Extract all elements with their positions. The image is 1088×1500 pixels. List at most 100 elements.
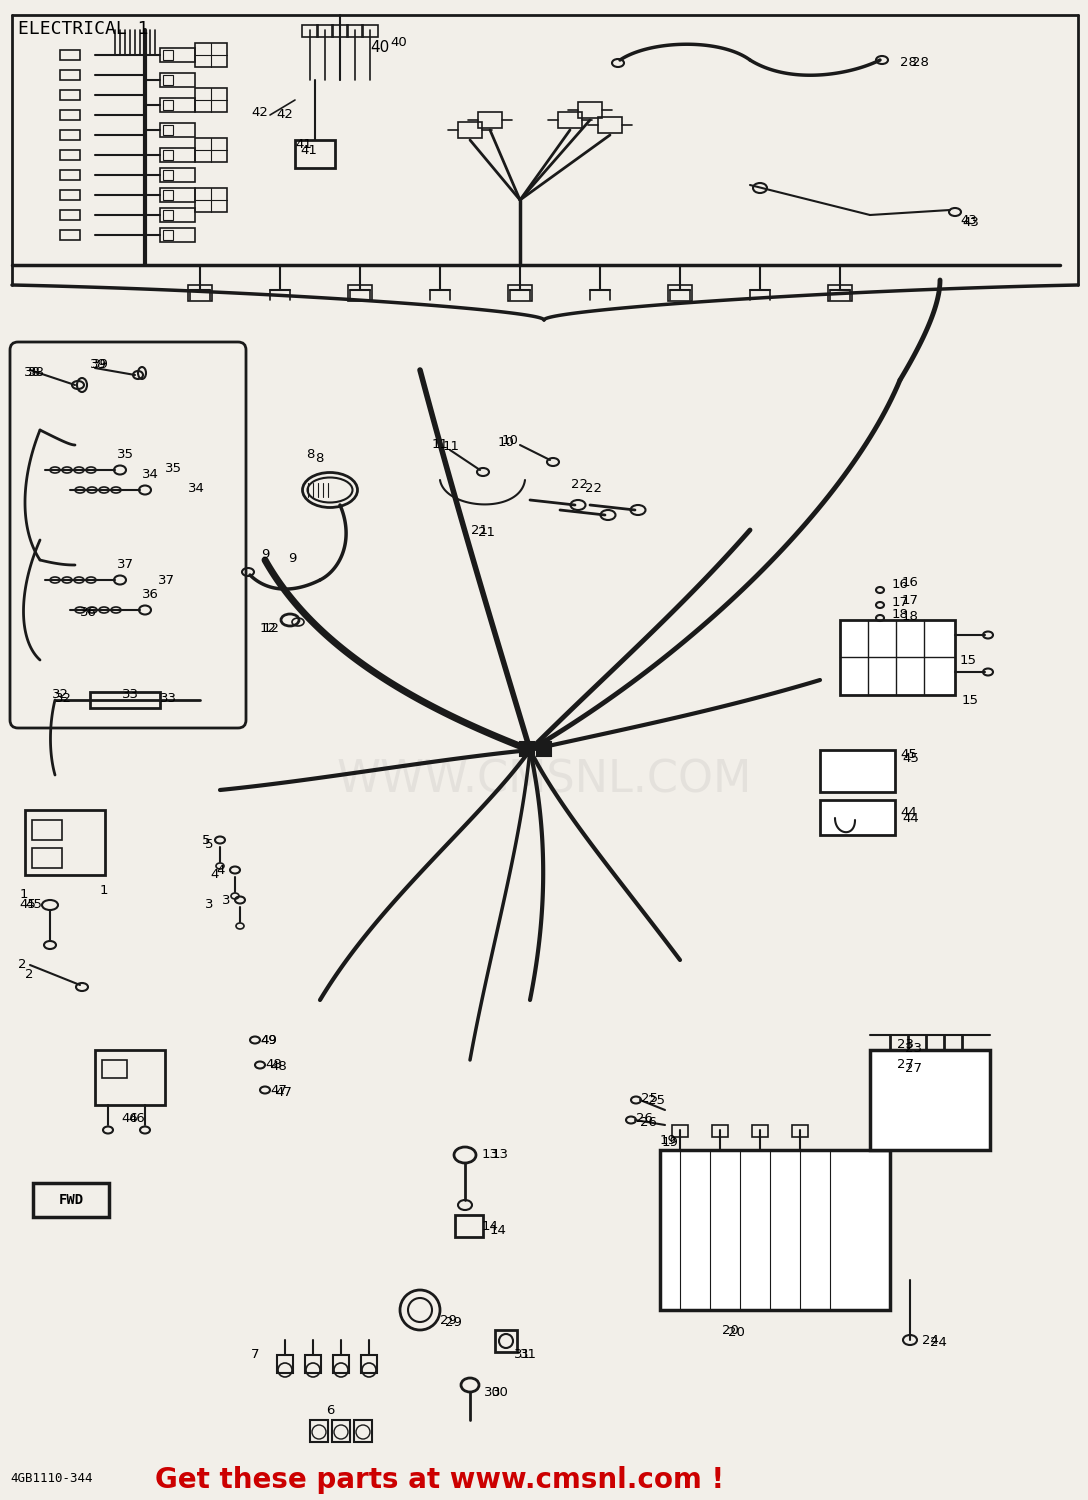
Text: 16: 16 [902, 576, 919, 588]
Text: 2: 2 [25, 969, 34, 981]
Bar [578, 102, 602, 118]
Text: 29: 29 [440, 1314, 457, 1326]
Text: 41: 41 [300, 144, 317, 156]
Bar [163, 100, 173, 109]
Text: 29: 29 [445, 1316, 462, 1329]
Bar [508, 285, 532, 302]
Bar [712, 1125, 728, 1137]
Text: 32: 32 [55, 692, 72, 705]
Bar [195, 88, 227, 112]
Text: 24: 24 [922, 1334, 939, 1347]
Text: 39: 39 [89, 358, 107, 372]
Bar [870, 1050, 990, 1150]
Bar [558, 112, 582, 128]
Bar [90, 692, 160, 708]
Bar [160, 123, 195, 136]
Text: 28: 28 [912, 56, 929, 69]
Bar [60, 150, 81, 160]
Text: 28: 28 [900, 56, 917, 69]
Text: 1: 1 [100, 884, 109, 897]
Bar [163, 75, 173, 86]
Bar [660, 1150, 890, 1310]
Text: 4GB1110-344: 4GB1110-344 [10, 1472, 92, 1485]
Bar [160, 148, 195, 162]
Bar [160, 74, 195, 87]
Text: 31: 31 [514, 1348, 531, 1362]
Bar [305, 1354, 321, 1372]
Text: 4: 4 [210, 868, 219, 882]
Text: 34: 34 [141, 468, 159, 482]
Text: 14: 14 [490, 1224, 507, 1236]
Text: 38: 38 [24, 366, 40, 380]
Bar [32, 821, 62, 840]
Bar [163, 230, 173, 240]
Text: 5: 5 [205, 839, 213, 852]
Bar [163, 190, 173, 200]
Bar [25, 810, 106, 874]
Bar [333, 1354, 349, 1372]
Text: 22: 22 [585, 482, 602, 495]
Bar [163, 170, 173, 180]
Text: 18: 18 [891, 609, 908, 621]
Text: 39: 39 [92, 358, 109, 372]
Text: 10: 10 [502, 433, 519, 447]
Text: 45: 45 [20, 898, 36, 912]
Text: 33: 33 [122, 688, 138, 702]
Text: 49: 49 [261, 1034, 277, 1047]
Bar [60, 230, 81, 240]
Text: 45: 45 [902, 752, 919, 765]
Bar [60, 110, 81, 120]
Bar [163, 150, 173, 160]
Text: 40: 40 [370, 40, 390, 56]
Text: 44: 44 [900, 806, 917, 819]
Bar [828, 285, 852, 302]
Text: 36: 36 [81, 606, 97, 618]
Text: 8: 8 [306, 448, 314, 462]
Text: 27: 27 [905, 1062, 922, 1074]
Text: 35: 35 [165, 462, 182, 474]
Text: 45: 45 [900, 748, 917, 762]
Bar [160, 48, 195, 62]
Bar [195, 44, 227, 68]
Bar [537, 742, 551, 756]
Text: 9: 9 [288, 552, 296, 564]
Text: 22: 22 [571, 478, 589, 492]
Text: 25: 25 [642, 1092, 658, 1104]
Text: 13: 13 [482, 1149, 498, 1161]
Bar [60, 190, 81, 200]
Text: Get these parts at www.cmsnl.com !: Get these parts at www.cmsnl.com ! [154, 1466, 725, 1494]
Bar [820, 750, 895, 792]
Bar [752, 1125, 768, 1137]
Text: ELECTRICAL 1: ELECTRICAL 1 [18, 20, 148, 38]
Bar [668, 285, 692, 302]
Bar [102, 1060, 127, 1078]
Text: 2: 2 [17, 958, 26, 972]
Bar [458, 122, 482, 138]
Text: 40: 40 [390, 36, 407, 48]
Text: 37: 37 [116, 558, 134, 572]
Text: 19: 19 [659, 1134, 677, 1146]
Text: 6: 6 [325, 1404, 334, 1416]
Bar [348, 285, 372, 302]
Text: 30: 30 [492, 1386, 509, 1400]
Text: 15: 15 [960, 654, 977, 666]
Text: 4: 4 [217, 864, 225, 876]
Text: 14: 14 [482, 1220, 498, 1233]
Text: 20: 20 [721, 1323, 739, 1336]
Text: 24: 24 [930, 1336, 947, 1350]
Text: 21: 21 [471, 524, 489, 537]
Text: 45: 45 [25, 898, 41, 912]
Bar [160, 228, 195, 242]
Text: 12: 12 [260, 621, 276, 634]
Text: 15: 15 [962, 693, 979, 706]
Bar [195, 138, 227, 162]
Bar [277, 1354, 293, 1372]
Bar [60, 70, 81, 80]
Text: 9: 9 [261, 549, 269, 561]
Bar [792, 1125, 808, 1137]
Bar [455, 1215, 483, 1237]
Text: 42: 42 [276, 108, 293, 122]
Text: 35: 35 [116, 448, 134, 462]
Bar [332, 1420, 350, 1442]
Bar [160, 98, 195, 112]
